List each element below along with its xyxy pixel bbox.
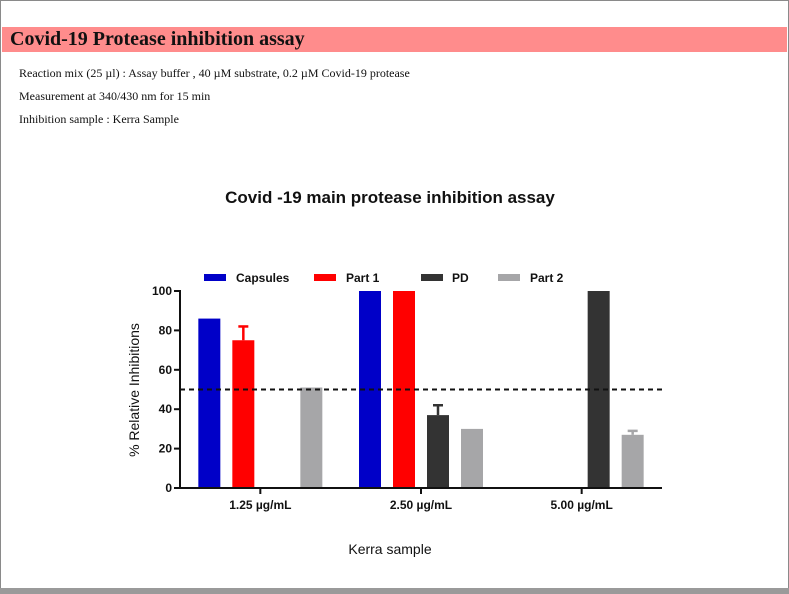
bar-3-2: [621, 434, 644, 488]
legend-swatch-2: [421, 274, 443, 281]
y-tick-label-5: 100: [152, 284, 172, 298]
legend-swatch-0: [204, 274, 226, 281]
y-tick-label-1: 20: [159, 442, 173, 456]
bar-2-1: [427, 415, 449, 488]
bar-0-0: [198, 318, 221, 488]
legend-label-0: Capsules: [236, 271, 290, 285]
y-tick-label-4: 80: [159, 323, 173, 337]
bar-3-0: [300, 387, 323, 488]
bottom-scroll-strip: [0, 588, 789, 594]
x-tick-label-0: 1.25 µg/mL: [229, 498, 291, 512]
y-tick-label-2: 40: [159, 402, 173, 416]
legend-swatch-1: [314, 274, 336, 281]
y-tick-label-0: 0: [165, 481, 172, 495]
page-title-band: Covid-19 Protease inhibition assay: [2, 27, 787, 52]
bar-1-0: [232, 340, 255, 488]
x-tick-label-1: 2.50 µg/mL: [390, 498, 452, 512]
bar-1-1: [393, 291, 415, 488]
measurement-line: Measurement at 340/430 nm for 15 min: [19, 89, 211, 103]
inhibition-sample-line: Inhibition sample : Kerra Sample: [19, 112, 179, 126]
y-axis-label: % Relative Inhibitions: [126, 323, 142, 457]
chart-title: Covid -19 main protease inhibition assay: [225, 188, 555, 207]
y-tick-label-3: 60: [159, 363, 173, 377]
reaction-mix-line: Reaction mix (25 µl) : Assay buffer , 40…: [19, 66, 410, 80]
x-axis-label: Kerra sample: [348, 541, 431, 557]
x-tick-label-2: 5.00 µg/mL: [551, 498, 613, 512]
page-title: Covid-19 Protease inhibition assay: [10, 28, 305, 50]
legend-swatch-3: [498, 274, 520, 281]
legend-label-3: Part 2: [530, 271, 564, 285]
legend-label-1: Part 1: [346, 271, 380, 285]
legend-label-2: PD: [452, 271, 469, 285]
bar-3-1: [461, 428, 483, 488]
